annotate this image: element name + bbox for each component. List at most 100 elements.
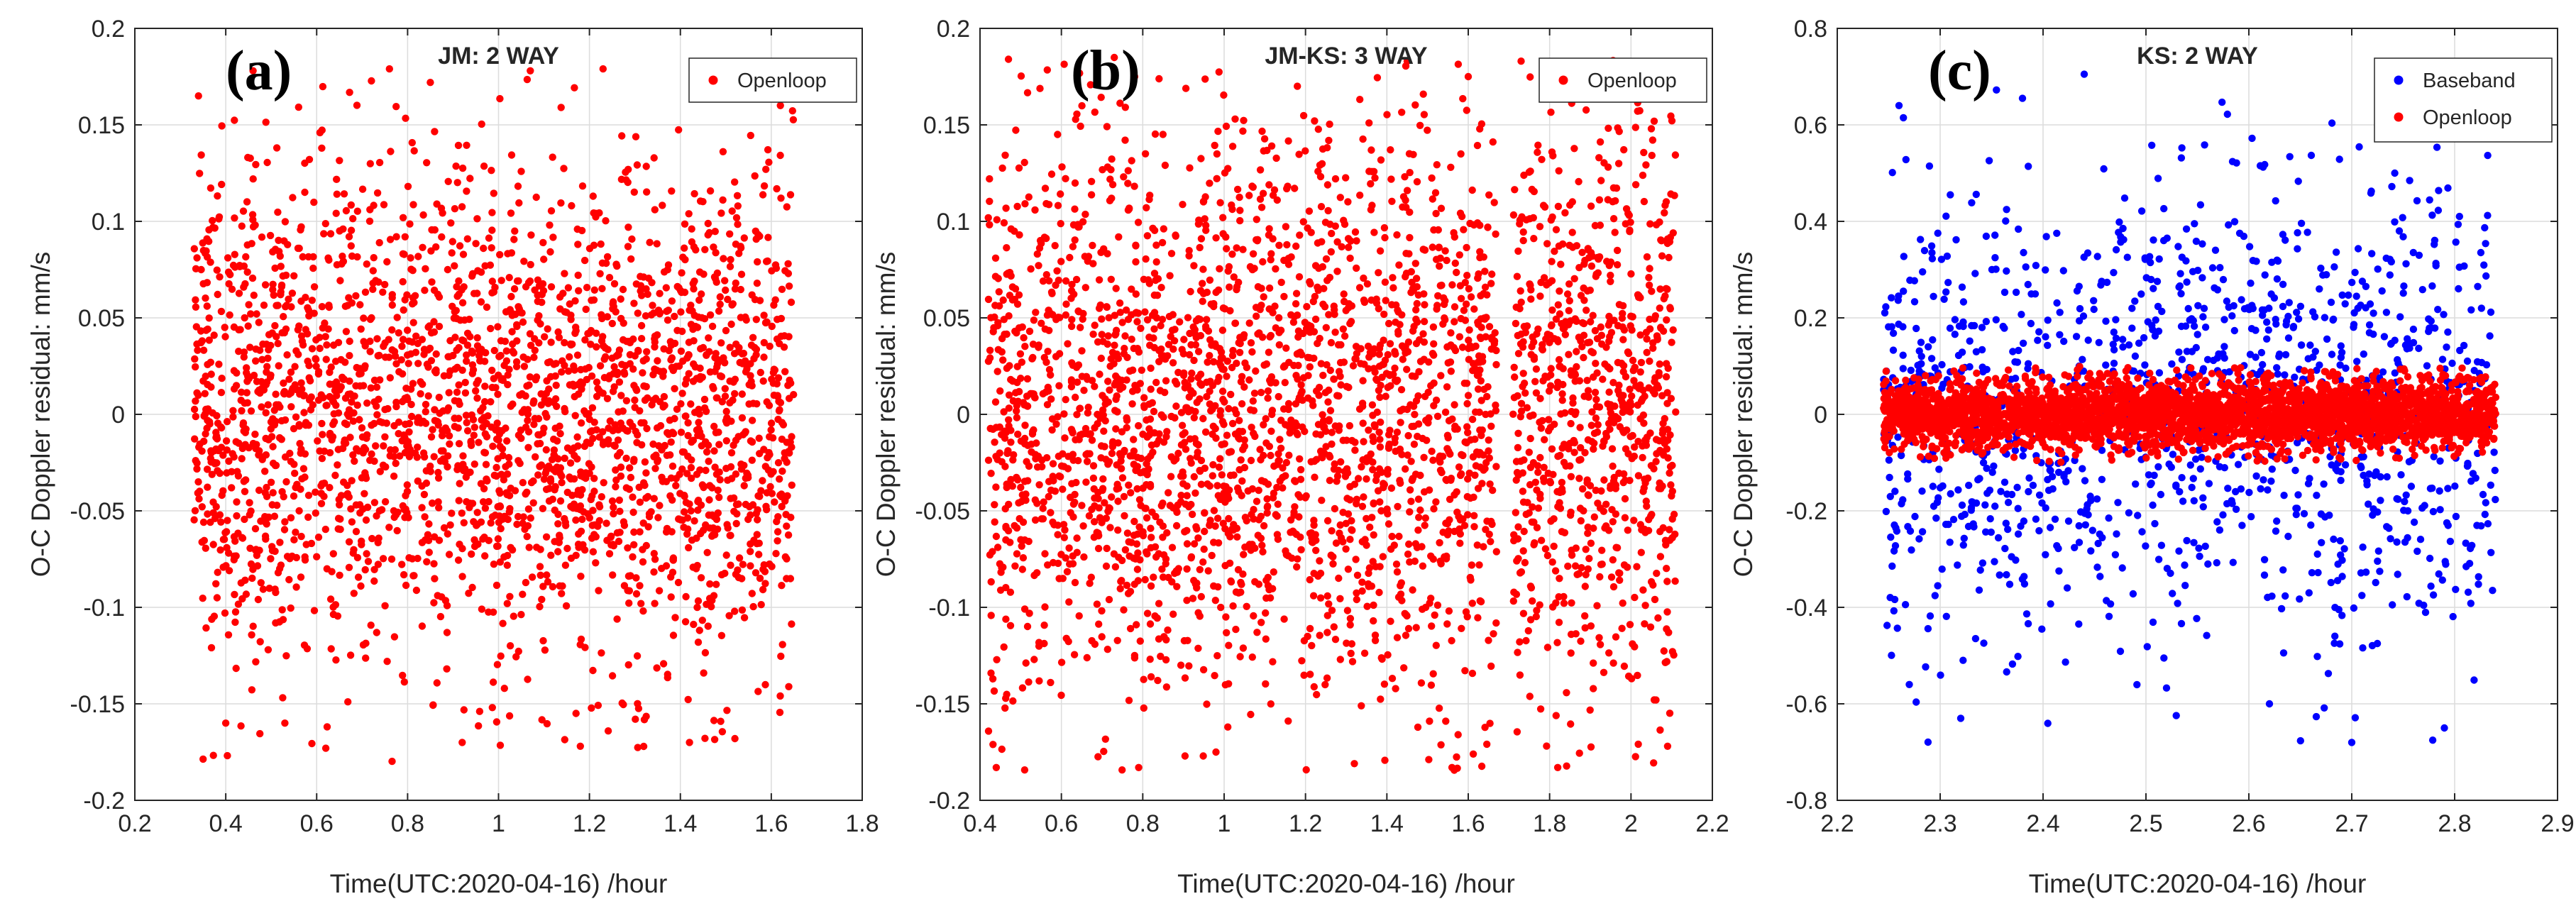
data-point xyxy=(279,694,287,702)
data-point xyxy=(192,363,199,371)
data-point xyxy=(1517,287,1524,295)
data-point xyxy=(443,602,451,609)
data-point xyxy=(1455,333,1464,341)
data-point xyxy=(419,380,426,388)
data-point xyxy=(329,341,338,349)
data-point xyxy=(1239,245,1247,253)
data-point xyxy=(1635,385,1643,392)
data-point xyxy=(1337,381,1345,389)
data-point xyxy=(664,266,671,274)
data-point xyxy=(1389,284,1397,292)
data-point xyxy=(277,263,285,270)
data-point xyxy=(1669,326,1677,334)
data-point xyxy=(1267,427,1275,435)
data-point xyxy=(1620,145,1628,154)
data-point xyxy=(1556,310,1564,318)
data-point xyxy=(1484,223,1492,231)
data-point xyxy=(641,458,649,466)
data-point xyxy=(1316,631,1323,639)
data-point xyxy=(370,254,378,262)
data-point xyxy=(352,382,360,390)
data-point xyxy=(1018,684,1027,692)
data-point xyxy=(1054,201,1062,209)
data-point xyxy=(1255,580,1263,588)
data-point xyxy=(344,698,352,706)
data-point xyxy=(367,384,375,392)
data-point xyxy=(778,435,786,443)
data-point xyxy=(316,344,324,353)
data-point xyxy=(991,438,998,446)
data-point xyxy=(716,476,724,484)
data-point xyxy=(194,478,202,486)
data-point xyxy=(1642,161,1650,169)
data-point xyxy=(1011,562,1019,570)
data-point xyxy=(587,341,595,348)
data-point xyxy=(1027,265,1035,273)
data-point xyxy=(562,602,571,610)
data-point xyxy=(1460,226,1468,233)
data-point xyxy=(716,372,725,380)
data-point xyxy=(493,419,501,427)
data-point xyxy=(192,397,199,405)
data-point xyxy=(781,368,789,375)
data-point xyxy=(482,460,490,468)
data-point xyxy=(742,428,749,436)
data-point xyxy=(270,421,279,429)
data-point xyxy=(1084,403,1092,412)
data-point xyxy=(1386,340,1394,348)
data-point xyxy=(444,452,452,460)
data-point xyxy=(774,537,781,545)
data-point xyxy=(629,553,637,561)
data-point xyxy=(198,503,206,511)
data-point xyxy=(488,226,496,234)
data-point xyxy=(444,265,452,274)
data-point xyxy=(546,477,555,485)
data-point xyxy=(277,288,285,296)
data-point xyxy=(1411,260,1420,267)
data-point xyxy=(1404,451,1411,459)
data-point xyxy=(1265,348,1273,356)
data-point xyxy=(479,498,488,506)
data-point xyxy=(710,592,718,600)
data-point xyxy=(263,363,271,370)
data-point xyxy=(1002,584,1010,592)
data-point xyxy=(1223,372,1231,380)
data-point xyxy=(1179,201,1187,209)
data-point xyxy=(756,232,764,241)
data-point xyxy=(466,315,473,324)
data-point xyxy=(547,283,556,291)
data-point xyxy=(1065,544,1073,552)
data-point xyxy=(1621,495,1629,503)
data-point xyxy=(276,539,284,546)
data-point xyxy=(481,449,490,457)
data-point xyxy=(1202,221,1210,229)
data-point xyxy=(1616,569,1624,578)
data-point xyxy=(345,493,353,501)
data-point xyxy=(1130,344,1138,353)
data-point xyxy=(706,187,715,195)
data-point xyxy=(1293,563,1301,571)
data-point xyxy=(243,377,251,385)
data-point xyxy=(366,160,374,167)
data-point xyxy=(1412,306,1420,314)
data-point xyxy=(524,416,532,424)
data-point xyxy=(1197,155,1205,162)
data-point xyxy=(1103,544,1111,553)
data-point xyxy=(202,294,209,302)
data-point xyxy=(1458,451,1465,458)
data-point xyxy=(1426,717,1433,725)
data-point xyxy=(1467,576,1475,584)
data-point xyxy=(1519,547,1527,555)
data-point xyxy=(335,495,343,504)
data-point xyxy=(711,531,719,539)
data-point xyxy=(469,270,477,277)
data-point xyxy=(732,279,740,287)
data-point xyxy=(768,267,776,275)
data-point xyxy=(387,555,396,563)
data-point xyxy=(688,474,695,482)
data-point xyxy=(493,661,502,668)
data-point xyxy=(768,375,776,383)
data-point xyxy=(1316,557,1323,565)
data-point xyxy=(1607,573,1616,581)
